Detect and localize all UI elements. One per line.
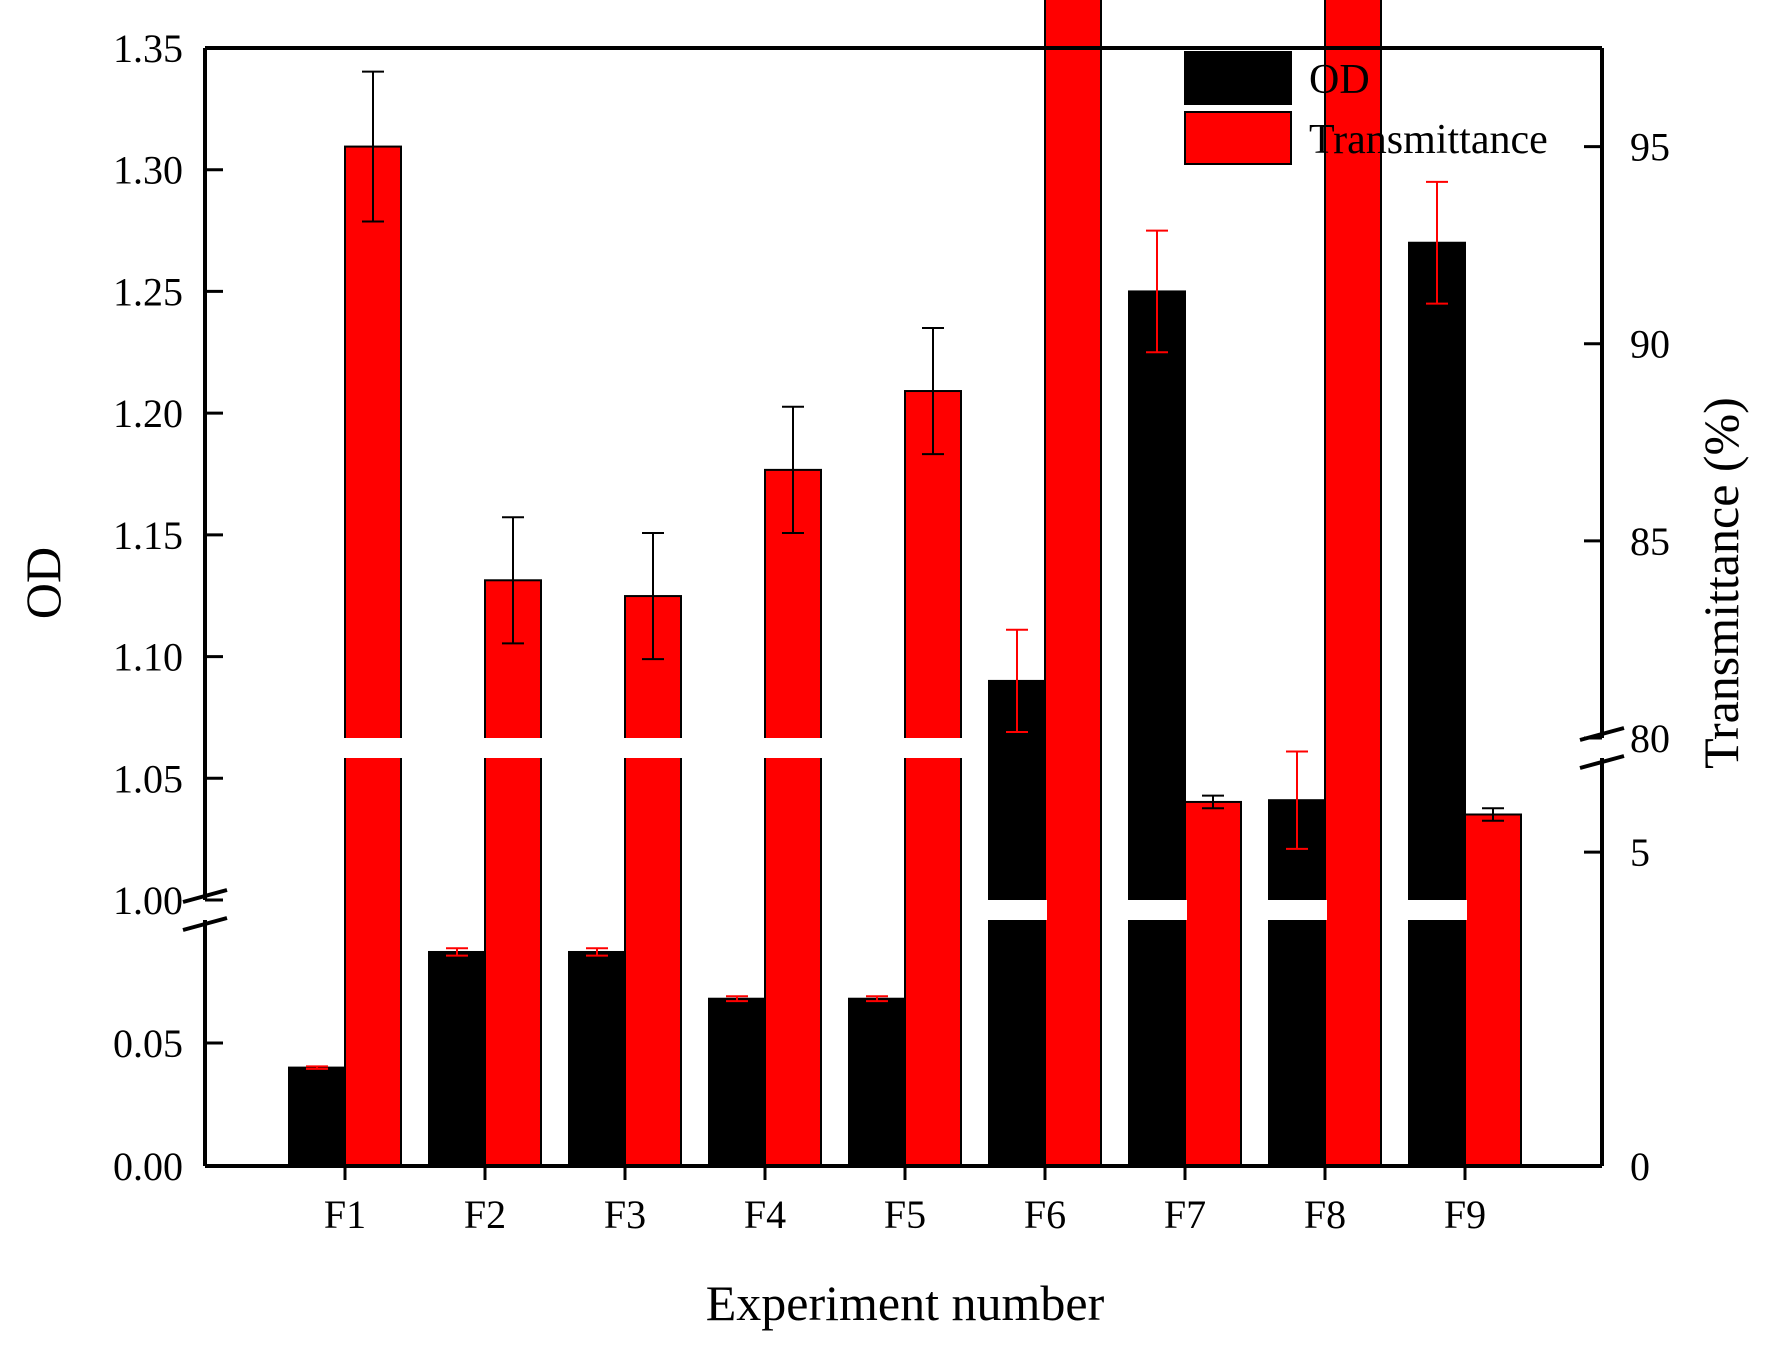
left-tick-label: 1.10 [113,635,183,680]
od-error-bar-F4 [726,995,748,1003]
od-bar-F7 [1128,290,1186,1167]
od-bar-F8 [1268,799,1326,1167]
od-bar-F3 [568,950,626,1167]
right-tick-label: 0 [1630,1144,1650,1189]
error-bars-layer [306,70,1504,1070]
transmittance-bar-F8 [1324,0,1382,1168]
od-bar-F9 [1408,241,1466,1167]
left-axis-title: OD [15,547,71,619]
od-error-bar-F8 [1286,750,1308,850]
x-axis-title: Experiment number [706,1275,1105,1331]
bars-layer [288,0,1522,1168]
od-bar-break-F6 [987,900,1047,920]
left-break-mark [182,888,228,904]
transmittance-bar-break-F5 [903,738,963,758]
transmittance-error-bar-F4 [782,405,804,534]
transmittance-bar-break-F3 [623,738,683,758]
od-error-bar-F2 [446,947,468,957]
left-break-mark [182,916,228,932]
od-bar-F2 [428,950,486,1167]
right-tick-label: 95 [1630,125,1670,170]
x-tick-label-F4: F4 [744,1192,786,1237]
od-bar-F4 [708,997,766,1167]
transmittance-bar-F2 [484,579,542,1167]
tick-marks-layer [205,46,1602,1180]
x-tick-label-F6: F6 [1024,1192,1066,1237]
od-bar-F6 [988,679,1046,1168]
left-tick-label: 1.15 [113,513,183,558]
transmittance-error-bar-F1 [362,70,384,223]
left-tick-label: 0.05 [113,1021,183,1066]
transmittance-bar-F7 [1184,800,1242,1167]
od-bar-break-F9 [1407,900,1467,920]
left-tick-label: 1.00 [113,878,183,923]
right-break-mark [1579,754,1625,770]
transmittance-bar-break-F2 [483,738,543,758]
transmittance-bar-break-F1 [343,738,403,758]
legend-label-transmittance: Transmittance [1309,117,1548,163]
transmittance-error-bar-F3 [642,531,664,661]
legend-label-od: OD [1309,57,1370,103]
transmittance-error-bar-F2 [502,516,524,645]
x-tick-label-F2: F2 [464,1192,506,1237]
od-bar-F5 [848,997,906,1167]
od-bar-break-F8 [1267,900,1327,920]
od-error-bar-F3 [586,947,608,957]
x-tick-label-F1: F1 [324,1192,366,1237]
od-bar-F1 [288,1066,346,1167]
axis-break-gaps [343,738,1467,920]
transmittance-error-bar-F5 [922,326,944,456]
transmittance-bar-F1 [344,145,402,1168]
legend-swatch-od [1184,51,1292,105]
transmittance-error-bar-F7 [1202,794,1224,810]
left-tick-label: 0.00 [113,1144,183,1189]
left-tick-label: 1.05 [113,756,183,801]
legend-swatch-transmittance [1184,111,1292,165]
transmittance-bar-break-F4 [763,738,823,758]
od-error-bar-F5 [866,995,888,1003]
transmittance-bar-F5 [904,390,962,1167]
x-tick-label-F8: F8 [1304,1192,1346,1237]
right-tick-label: 5 [1630,830,1650,875]
x-tick-label-F9: F9 [1444,1192,1486,1237]
right-axis-title: Transmittance (%) [1693,397,1749,769]
x-tick-label-F3: F3 [604,1192,646,1237]
left-tick-label: 1.20 [113,391,183,436]
od-bar-break-F7 [1127,900,1187,920]
x-tick-label-F5: F5 [884,1192,926,1237]
od-error-bar-F9 [1426,180,1448,305]
od-error-bar-F7 [1146,229,1168,354]
right-tick-label: 85 [1630,519,1670,564]
tick-labels-layer: F1 F2 F3 F4 F5 F6 F7 F8 F9 0.00 0.05 1.00 1.05 1.10 1.… [113,26,1670,1237]
x-tick-label-F7: F7 [1164,1192,1206,1237]
left-tick-label: 1.25 [113,269,183,314]
od-error-bar-F6 [1006,628,1028,734]
transmittance-bar-F4 [764,468,822,1167]
left-tick-label: 1.30 [113,148,183,193]
legend: OD Transmittance [1184,51,1548,165]
od-error-bar-F1 [306,1065,328,1070]
transmittance-bar-F9 [1464,813,1522,1167]
transmittance-bar-F3 [624,595,682,1167]
right-tick-label: 90 [1630,322,1670,367]
transmittance-bar-F6 [1044,0,1102,1167]
right-tick-label: 80 [1630,716,1670,761]
left-tick-label: 1.35 [113,26,183,71]
transmittance-error-bar-F9 [1482,807,1504,822]
